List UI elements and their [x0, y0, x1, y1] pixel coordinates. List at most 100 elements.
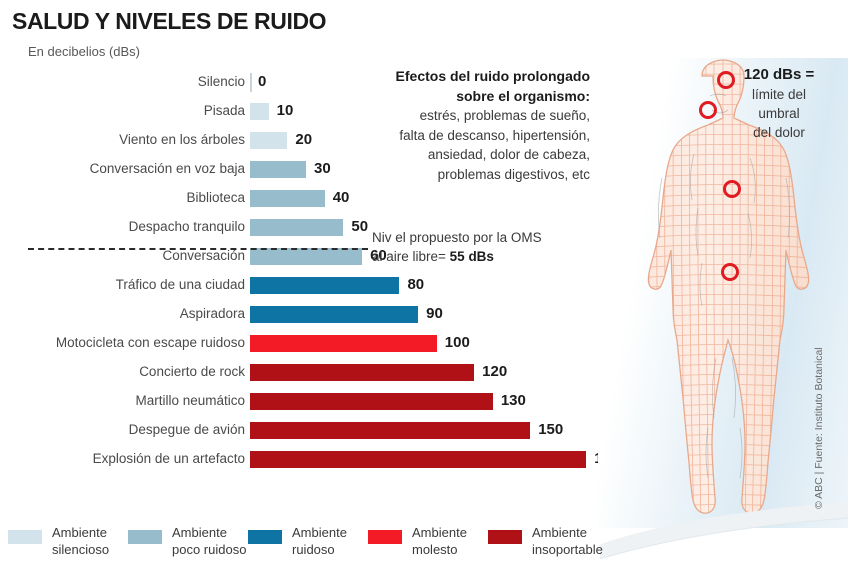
legend-label-line-1: Ambiente — [172, 525, 227, 540]
bar-label: Concierto de rock — [139, 364, 245, 379]
bar-value: 30 — [314, 160, 331, 177]
chart-row: Tráfico de una ciudad 80 — [0, 275, 620, 304]
legend-label-line-1: Ambiente — [292, 525, 347, 540]
pain-callout-line-2: límite del — [751, 87, 807, 102]
legend-swatch — [488, 530, 522, 544]
effects-body-line-2: falta de descanso, hipertensión, — [399, 127, 590, 143]
noise-effects-text-block: Efectos del ruido prolongado sobre el or… — [378, 66, 590, 184]
bar — [250, 393, 493, 410]
pain-threshold-callout: 120 dBs = límite del umbral del dolor — [718, 64, 840, 142]
legend-label-line-2: insoportable — [532, 542, 603, 557]
bar-value: 50 — [351, 218, 369, 235]
bar — [250, 248, 363, 265]
bar-fill — [250, 277, 400, 294]
bar-fill — [250, 161, 307, 178]
bar-label: Conversación en voz baja — [89, 161, 245, 176]
bar-label: Motocicleta con escape ruidoso — [55, 335, 245, 350]
legend-label-line-2: silencioso — [52, 542, 110, 557]
bar-label: Aspiradora — [179, 306, 245, 321]
bar — [250, 132, 288, 149]
noise-level-bar-chart: Silencio 0 Pisada 10 Viento en los árboles 20… — [0, 72, 620, 492]
oms-value: 55 dBs — [449, 249, 494, 264]
pain-callout-line-1: 120 dBs = — [743, 66, 815, 83]
legend-label-line-1: Ambiente — [52, 525, 107, 540]
chart-row: Viento en los árboles 20 — [0, 130, 620, 159]
chart-row: Concierto de rock 120 — [0, 362, 620, 391]
legend-label-line-2: poco ruidoso — [172, 542, 247, 557]
chart-row: Martillo neumático 130 — [0, 391, 620, 420]
oms-threshold-dashed-line — [28, 248, 368, 250]
bar-fill — [250, 335, 437, 352]
bar-fill — [250, 364, 475, 381]
chart-legend: Ambiente silencioso Ambiente poco ruidoso Am… — [0, 524, 848, 576]
body-illustration-panel — [598, 58, 848, 528]
legend-swatch — [8, 530, 42, 544]
bar — [250, 451, 587, 468]
bar-fill — [250, 219, 344, 236]
bar-label: Despegue de avión — [128, 422, 245, 437]
bar-value: 60 — [370, 247, 387, 264]
bar-value: 90 — [426, 305, 443, 322]
bar-value: 130 — [500, 392, 526, 409]
bar-label: Pisada — [203, 103, 245, 118]
bar-fill — [250, 190, 325, 207]
bar-value: 100 — [444, 334, 470, 351]
bar-fill — [250, 422, 531, 439]
oms-line-2: al aire libre= 55 dBs — [372, 247, 582, 266]
oms-line-2-prefix: al aire libre= — [372, 249, 450, 264]
bar-value: 40 — [332, 189, 350, 206]
bar-value: 0 — [258, 73, 267, 90]
bar-fill — [250, 393, 493, 410]
bar-value: 80 — [407, 276, 425, 293]
bar — [250, 335, 437, 352]
bar-fill — [250, 103, 269, 120]
legend-label-line-1: Ambiente — [412, 525, 467, 540]
bar-value: 10 — [276, 102, 294, 119]
legend-label: Ambiente molesto — [412, 524, 467, 558]
chart-row: Despacho tranquilo 50 — [0, 217, 620, 246]
marker-eye-ear — [699, 101, 717, 119]
bar — [250, 422, 531, 439]
chart-row: Motocicleta con escape ruidoso 100 — [0, 333, 620, 362]
effects-body-line-1: estrés, problemas de sueño, — [419, 108, 590, 123]
legend-label: Ambiente insoportable — [532, 524, 603, 558]
marker-abdomen — [721, 263, 739, 281]
bar-value: 150 — [538, 421, 564, 438]
source-credit: © ABC | Fuente: Instituto Botanical — [813, 347, 825, 509]
effects-body-line-4: problemas digestivos, etc — [437, 166, 590, 182]
human-body-wireframe-icon — [647, 59, 810, 514]
bar — [250, 190, 325, 207]
bar-label: Explosión de un artefacto — [92, 451, 245, 466]
bar-fill — [250, 306, 419, 323]
bar-label: Viento en los árboles — [119, 132, 245, 147]
bar-fill — [250, 132, 288, 149]
bar-value: 20 — [295, 131, 313, 148]
effects-heading-line-1: Efectos del ruido prolongado — [395, 68, 590, 84]
pain-callout-line-3: umbral — [758, 106, 800, 121]
chart-row: Despegue de avión 150 — [0, 420, 620, 449]
legend-label-line-1: Ambiente — [532, 525, 587, 540]
bar-label: Tráfico de una ciudad — [115, 277, 245, 292]
chart-row: Aspiradora 90 — [0, 304, 620, 333]
bar-label: Conversación — [162, 248, 245, 263]
chart-row: Conversación 60 — [0, 246, 620, 275]
marker-chest — [723, 180, 741, 198]
pain-callout-line-4: del dolor — [753, 125, 805, 140]
bar — [250, 364, 475, 381]
chart-subtitle: En decibelios (dBs) — [28, 44, 140, 59]
chart-row: Conversación en voz baja 30 — [0, 159, 620, 188]
bar-fill — [250, 248, 363, 265]
bar — [250, 277, 400, 294]
legend-label: Ambiente ruidoso — [292, 524, 347, 558]
bar-zero-tick — [250, 73, 252, 92]
legend-label: Ambiente silencioso — [52, 524, 109, 558]
bar — [250, 219, 344, 236]
bar-fill — [250, 451, 587, 468]
legend-swatch — [248, 530, 282, 544]
legend-label: Ambiente poco ruidoso — [172, 524, 246, 558]
marker-head — [717, 71, 735, 89]
chart-row: Pisada 10 — [0, 101, 620, 130]
oms-line-1: Niv el propuesto por la OMS — [372, 230, 542, 245]
page-title: SALUD Y NIVELES DE RUIDO — [12, 8, 327, 34]
effects-heading-line-2: sobre el organismo: — [456, 88, 590, 104]
